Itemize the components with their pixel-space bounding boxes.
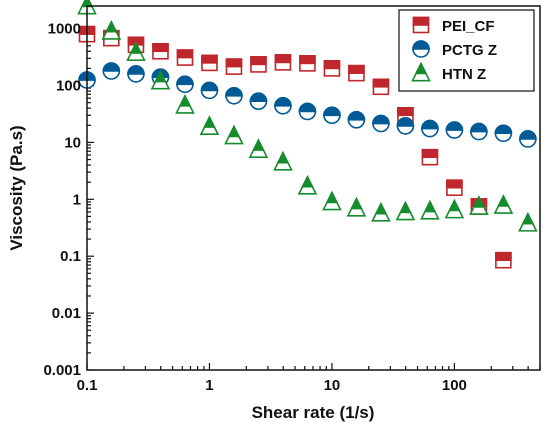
point-pctg-z	[127, 65, 145, 83]
point-htn-z	[346, 196, 367, 217]
point-htn-z	[126, 41, 146, 61]
x-tick-label: 0.1	[77, 377, 98, 394]
point-pei-cf	[372, 78, 390, 96]
point-htn-z	[150, 69, 171, 90]
point-pctg-z	[323, 106, 341, 125]
point-pctg-z	[102, 62, 121, 80]
point-pei-cf	[323, 60, 341, 77]
x-tick-label: 10	[324, 377, 341, 394]
y-tick-label: 1	[73, 191, 81, 208]
point-pei-cf	[250, 56, 267, 73]
point-pei-cf	[225, 58, 243, 75]
point-htn-z	[101, 20, 122, 40]
point-pctg-z	[372, 114, 390, 133]
y-axis-title: Viscosity (Pa.s)	[7, 125, 26, 250]
point-pctg-z	[347, 110, 366, 129]
series-pei-cf	[78, 25, 512, 269]
point-pei-cf	[201, 54, 218, 72]
x-tick-labels: 0.1 1 10 100	[77, 377, 467, 394]
point-pei-cf	[446, 179, 463, 197]
point-htn-z	[297, 175, 318, 195]
point-htn-z	[322, 190, 342, 211]
y-tick-label: 0.1	[60, 248, 81, 265]
point-htn-z	[420, 199, 440, 220]
plot-frame	[86, 5, 541, 371]
point-pei-cf	[299, 55, 316, 72]
y-tick-label: 10	[64, 134, 81, 151]
legend-label-htn-z: HTN Z	[442, 66, 486, 83]
legend-label-pctg-z: PCTG Z	[442, 42, 497, 59]
point-htn-z	[273, 151, 293, 171]
legend-label-pei-cf: PEI_CF	[442, 18, 495, 35]
point-pctg-z	[200, 81, 219, 100]
point-pei-cf	[152, 42, 169, 60]
point-htn-z	[493, 194, 514, 214]
point-pctg-z	[176, 75, 194, 94]
x-axis-title: Shear rate (1/s)	[252, 403, 375, 422]
point-htn-z	[175, 94, 195, 114]
x-tick-label: 1	[205, 377, 213, 394]
legend-marker-shape	[412, 16, 430, 34]
point-htn-z	[395, 200, 416, 221]
point-htn-z	[199, 115, 220, 136]
point-pctg-z	[249, 92, 268, 111]
y-tick-label: 1000	[48, 21, 81, 38]
x-tick-label: 100	[442, 377, 467, 394]
point-pctg-z	[225, 87, 243, 105]
point-pei-cf	[421, 148, 439, 166]
y-tick-label: 100	[56, 78, 81, 95]
point-htn-z	[469, 195, 489, 215]
y-tick-labels: 0.001 0.01 0.1 1 10 100 1000	[43, 21, 81, 379]
legend: PEI_CF PCTG Z HTN Z	[398, 9, 535, 92]
point-pei-cf	[495, 251, 512, 269]
point-htn-z	[371, 202, 391, 222]
point-htn-z	[224, 124, 244, 145]
point-pctg-z	[494, 124, 513, 143]
point-htn-z	[518, 212, 538, 232]
point-pctg-z	[274, 97, 292, 115]
series-pctg-z	[78, 62, 537, 148]
y-tick-label: 0.01	[52, 305, 81, 322]
point-htn-z	[248, 138, 269, 158]
legend-marker-shape	[412, 40, 430, 58]
point-pctg-z	[421, 119, 439, 138]
point-htn-z	[444, 198, 465, 219]
point-pctg-z	[445, 121, 464, 139]
point-pei-cf	[274, 54, 292, 71]
point-pctg-z	[396, 117, 415, 135]
legend-marker-htn-z	[411, 61, 431, 82]
point-pctg-z	[519, 130, 537, 148]
point-pei-cf	[176, 49, 194, 66]
legend-marker-pctg-z	[412, 40, 430, 58]
legend-marker-shape	[411, 61, 431, 82]
point-pei-cf	[348, 64, 365, 82]
y-tick-label: 0.001	[43, 362, 81, 379]
point-pctg-z	[470, 122, 488, 141]
point-pctg-z	[298, 102, 317, 121]
legend-marker-pei-cf	[412, 16, 430, 34]
